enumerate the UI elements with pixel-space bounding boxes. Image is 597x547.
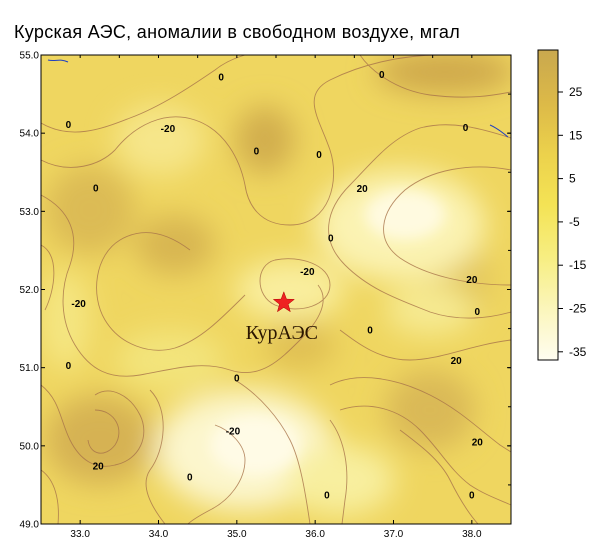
colorbar-tick-label: -25 [569,302,587,316]
x-tick-label: 33.0 [70,529,90,540]
contour-label: 0 [66,361,72,372]
colorbar-tick-label: -15 [569,258,587,272]
contour-label: 0 [93,183,99,194]
contour-label: 20 [472,437,484,448]
contour-label: 0 [234,373,240,384]
x-tick-label: 37.0 [384,529,404,540]
contour-label: -20 [226,426,241,437]
contour-labels: 0 0 0 -20 0 0 0 0 20 0 -20 20 -20 0 0 0 0 20 -20 20 20 0 0 0 [66,70,484,502]
contour-label: 0 [367,326,373,337]
contour-label: 0 [469,491,475,502]
x-tick-label: 35.0 [227,529,247,540]
x-tick-label: 34.0 [149,529,169,540]
contour-label: 0 [316,150,322,161]
x-tick-label: 38.0 [462,529,482,540]
contour-label: 20 [451,356,463,367]
colorbar-tick-label: 15 [569,128,583,142]
anomaly-color-field [41,55,511,524]
y-tick-label: 49.0 [20,520,40,531]
boundary-line-right [489,124,509,138]
contour-label: 0 [66,120,72,131]
contour-label: -20 [161,124,176,135]
contour-label: 0 [324,491,330,502]
y-tick-label: 54.0 [20,129,40,140]
colorbar-tick-label: 25 [569,85,583,99]
map-title: Курская АЭС, аномалии в свободном воздух… [14,22,461,42]
contour-label: -20 [300,267,315,278]
y-tick-label: 52.0 [20,285,40,296]
colorbar-tick-label: -35 [569,345,587,359]
colorbar-ticks: 25 15 5 -5 -15 -25 -35 [558,85,587,359]
y-tick-label: 50.0 [20,441,40,452]
contour-label: 20 [357,184,369,195]
colorbar-gradient [537,49,559,361]
colorbar-tick-label: -5 [569,215,580,229]
contour-lines [41,55,511,524]
site-label: КурАЭС [246,322,318,344]
x-tick-label: 36.0 [305,529,325,540]
map-axes: 33.0 34.0 35.0 36.0 37.0 38.0 55.0 54.0 53.0 52.0… [20,51,512,540]
contour-label: 0 [218,72,224,83]
site-marker: КурАЭС [246,291,318,344]
contour-label: 0 [328,233,334,244]
contour-label: 0 [379,70,385,81]
y-tick-label: 55.0 [20,51,40,62]
contour-label: -20 [71,299,86,310]
colorbar-tick-label: 5 [569,172,576,186]
star-icon [272,291,295,313]
contour-label: 20 [466,275,478,286]
y-tick-label: 53.0 [20,207,40,218]
contour-label: 20 [93,462,105,473]
contour-label: 0 [463,123,469,134]
colorbar: 25 15 5 -5 -15 -25 -35 [537,49,587,361]
contour-label: 0 [475,307,481,318]
y-tick-label: 51.0 [20,363,40,374]
contour-label: 0 [187,473,193,484]
contour-label: 0 [254,147,260,158]
boundary-line-top-left [47,59,69,63]
